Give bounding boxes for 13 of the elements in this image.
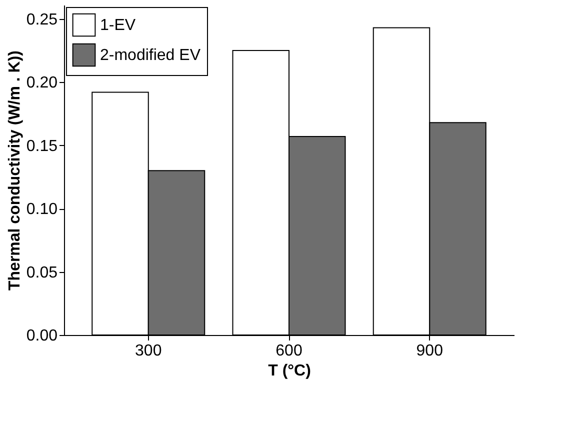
y-tick-label: 0.10 (26, 201, 58, 218)
y-tick-label: 0.00 (26, 328, 58, 344)
legend-label: 2-modified EV (100, 47, 201, 64)
legend-label: 1-EV (100, 17, 136, 34)
x-axis-title: T (°C) (268, 362, 311, 380)
x-tick-label: 600 (276, 342, 302, 360)
y-tick-label: 0.25 (26, 11, 58, 28)
y-tick-label: 0.15 (26, 138, 58, 155)
y-axis-title: Thermal conductivity (W/m . K)) (6, 50, 24, 291)
y-tick-label: 0.05 (26, 264, 58, 282)
x-tick-label: 300 (135, 342, 162, 360)
x-tick-label: 900 (416, 342, 444, 360)
y-tick-label: 0.20 (26, 74, 58, 92)
